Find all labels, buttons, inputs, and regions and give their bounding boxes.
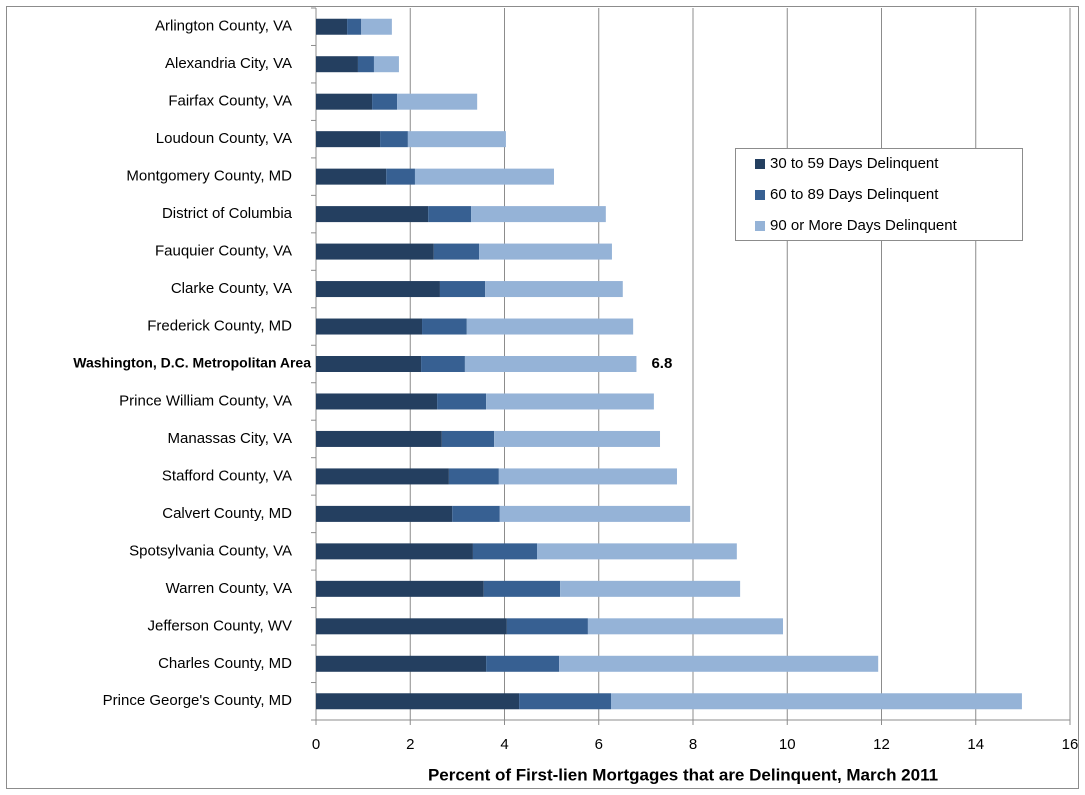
- bar-segment: [494, 430, 661, 447]
- legend-swatch: [755, 221, 765, 231]
- bar-segment: [316, 18, 348, 35]
- bar-segment: [560, 580, 741, 597]
- bar-segment: [499, 505, 691, 522]
- legend-label: 60 to 89 Days Delinquent: [770, 186, 939, 203]
- x-tick-label: 8: [689, 736, 697, 753]
- bar-segment: [414, 168, 554, 185]
- legend-swatch: [755, 190, 765, 200]
- bar-segment: [316, 206, 429, 223]
- bar-segment: [361, 18, 392, 35]
- bar-segment: [316, 543, 473, 560]
- y-tick-label: Prince William County, VA: [119, 392, 292, 409]
- bar-segment: [373, 56, 399, 73]
- bar-segment: [485, 281, 623, 298]
- bar-segment: [452, 505, 500, 522]
- x-tick-label: 0: [312, 736, 320, 753]
- y-tick-label: Arlington County, VA: [155, 18, 292, 35]
- y-tick-label: Fairfax County, VA: [168, 93, 292, 110]
- bar-segment: [519, 693, 612, 710]
- y-tick-label: Washington, D.C. Metropolitan Area: [73, 355, 311, 371]
- bar-segment: [386, 168, 415, 185]
- y-tick-label: Stafford County, VA: [162, 467, 292, 484]
- y-tick-label: Prince George's County, MD: [103, 692, 292, 709]
- y-tick-label: Jefferson County, WV: [147, 617, 292, 634]
- x-axis-title: Percent of First-lien Mortgages that are…: [428, 765, 938, 784]
- bar-segment: [506, 618, 588, 635]
- bar-segment: [471, 206, 606, 223]
- bar-segment: [422, 318, 467, 335]
- bar-segment: [486, 393, 654, 410]
- y-tick-label: Clarke County, VA: [171, 280, 292, 297]
- y-tick-label: Frederick County, MD: [147, 317, 292, 334]
- bar-segment: [441, 430, 495, 447]
- bar-segment: [407, 131, 506, 148]
- y-tick-label: Montgomery County, MD: [126, 168, 292, 185]
- bar-segment: [483, 580, 561, 597]
- legend-label: 30 to 59 Days Delinquent: [770, 155, 939, 172]
- x-tick-label: 10: [779, 736, 796, 753]
- x-tick-label: 14: [967, 736, 984, 753]
- bar-segment: [537, 543, 737, 560]
- bar-segment: [559, 655, 879, 672]
- y-tick-label: District of Columbia: [162, 205, 293, 222]
- bar-segment: [397, 93, 478, 110]
- bar-segment: [316, 580, 484, 597]
- bar-segment: [372, 93, 398, 110]
- bar-segment: [316, 131, 381, 148]
- bar-segment: [316, 693, 520, 710]
- y-tick-label: Spotsylvania County, VA: [129, 542, 292, 559]
- bar-segment: [479, 243, 612, 260]
- bar-segment: [587, 618, 784, 635]
- x-tick-label: 12: [873, 736, 890, 753]
- bar-segment: [421, 356, 465, 372]
- x-tick-label: 2: [406, 736, 414, 753]
- bar-segment: [316, 356, 422, 372]
- bar-segment: [433, 243, 480, 260]
- legend-swatch: [755, 159, 765, 169]
- bar-segment: [437, 393, 487, 410]
- y-tick-label: Charles County, MD: [158, 655, 292, 672]
- bar-segment: [472, 543, 538, 560]
- bar-segment: [316, 393, 438, 410]
- bar-segment: [380, 131, 408, 148]
- bar-segment: [464, 356, 637, 372]
- y-tick-label: Loudoun County, VA: [156, 130, 292, 147]
- legend-box: [735, 148, 1023, 241]
- y-tick-label: Alexandria City, VA: [165, 55, 292, 72]
- bar-segment: [316, 430, 442, 447]
- bar-segment: [316, 93, 373, 110]
- bar-segment: [316, 281, 440, 298]
- x-tick-label: 16: [1062, 736, 1079, 753]
- y-tick-label: Warren County, VA: [166, 580, 292, 597]
- bar-segment: [448, 468, 499, 485]
- bar-segment: [486, 655, 560, 672]
- bar-segment: [316, 655, 487, 672]
- bar-segment: [316, 468, 449, 485]
- y-tick-label: Manassas City, VA: [168, 430, 292, 447]
- bar-segment: [347, 18, 362, 35]
- bar-segment: [316, 168, 387, 185]
- x-tick-label: 6: [595, 736, 603, 753]
- y-tick-label: Fauquier County, VA: [155, 243, 292, 260]
- bar-segment: [316, 56, 358, 73]
- bar-segment: [357, 56, 374, 73]
- bar-segment: [316, 243, 434, 260]
- bar-segment: [316, 505, 453, 522]
- bar-segment: [498, 468, 677, 485]
- bar-segment: [316, 318, 423, 335]
- bar-segment: [316, 618, 507, 635]
- bar-segment: [611, 693, 1022, 710]
- bar-segment: [439, 281, 486, 298]
- y-tick-label: Calvert County, MD: [162, 505, 292, 522]
- x-tick-label: 4: [500, 736, 508, 753]
- bar-segment: [428, 206, 472, 223]
- bar-segment: [466, 318, 634, 335]
- legend-label: 90 or More Days Delinquent: [770, 217, 958, 234]
- total-label: 6.8: [651, 355, 672, 372]
